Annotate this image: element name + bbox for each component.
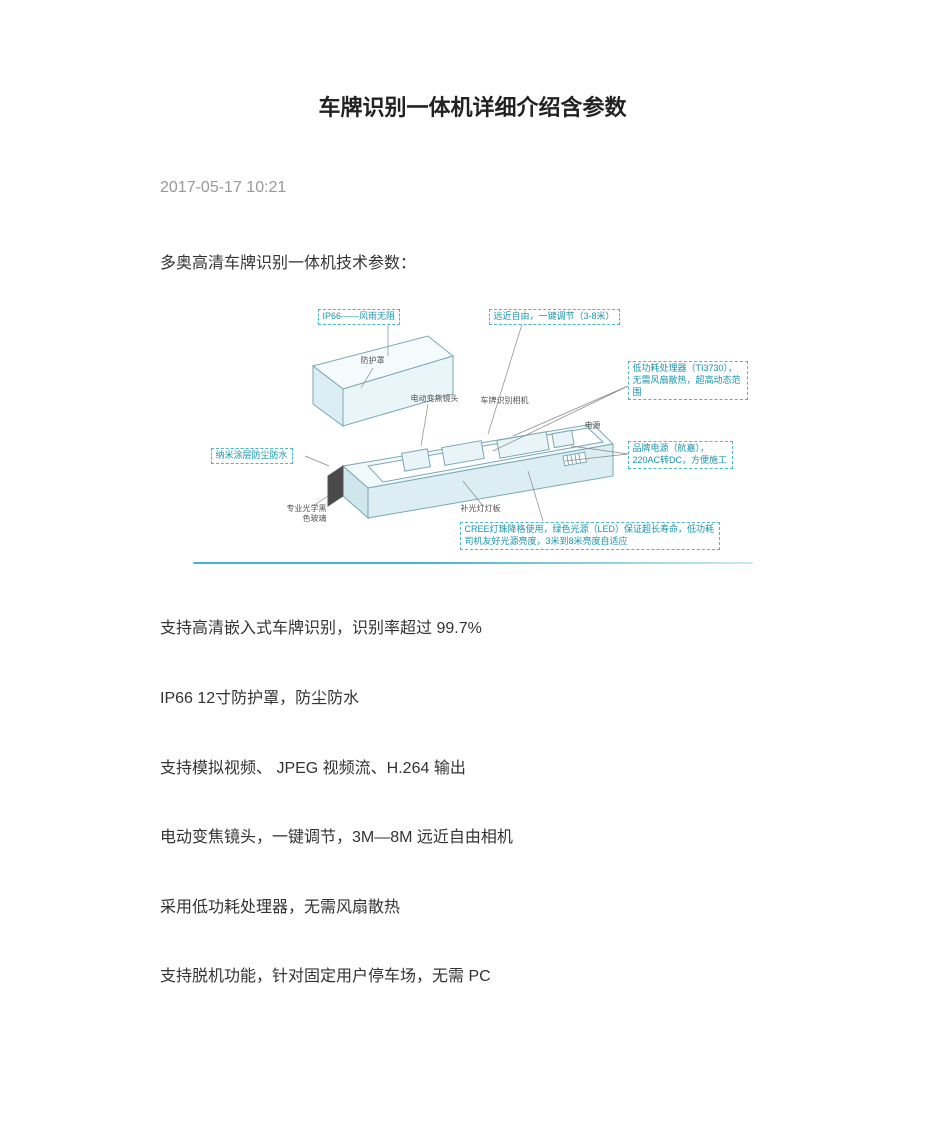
- label-hood: 防护罩: [361, 356, 385, 366]
- label-lpr-camera: 车牌识别相机: [481, 396, 529, 406]
- label-psu: 电源: [585, 421, 601, 431]
- article-timestamp: 2017-05-17 10:21: [160, 175, 785, 201]
- label-led-board: 补光灯灯板: [461, 504, 501, 514]
- callout-zoom-range: 远近自由，一键调节（3-8米）: [489, 309, 620, 325]
- article-intro: 多奥高清车牌识别一体机技术参数：: [160, 251, 785, 277]
- callout-bottom: CREE灯珠降格使用，绿色光源（LED）保证超长寿命，低功耗司机友好光源亮度，3…: [460, 522, 720, 549]
- diagram-container: IP66——风雨无阻 远近自由，一键调节（3-8米） 低功耗处理器（TI3730…: [160, 306, 785, 566]
- product-exploded-diagram: IP66——风雨无阻 远近自由，一键调节（3-8米） 低功耗处理器（TI3730…: [193, 306, 753, 566]
- page-title: 车牌识别一体机详细介绍含参数: [160, 90, 785, 125]
- spec-paragraph: 支持脱机功能，针对固定用户停车场，无需 PC: [160, 964, 785, 990]
- spec-paragraph: 电动变焦镜头，一键调节，3M—8M 远近自由相机: [160, 825, 785, 851]
- callout-processor: 低功耗处理器（TI3730），无需风扇散热，超高动态范围: [628, 361, 748, 400]
- spec-paragraph: 采用低功耗处理器，无需风扇散热: [160, 895, 785, 921]
- callout-nano: 纳米涂层防尘防水: [211, 448, 293, 464]
- label-motor-lens: 电动变焦镜头: [411, 394, 459, 404]
- spec-paragraph: 支持高清嵌入式车牌识别，识别率超过 99.7%: [160, 616, 785, 642]
- callout-ip66: IP66——风雨无阻: [318, 309, 401, 325]
- callout-power: 品牌电源（航嘉），220AC转DC，方便施工: [628, 441, 733, 468]
- spec-paragraph: IP66 12寸防护罩，防尘防水: [160, 686, 785, 712]
- spec-paragraph: 支持模拟视频、 JPEG 视频流、H.264 输出: [160, 756, 785, 782]
- label-glass: 专业光学黑色玻璃: [287, 504, 327, 523]
